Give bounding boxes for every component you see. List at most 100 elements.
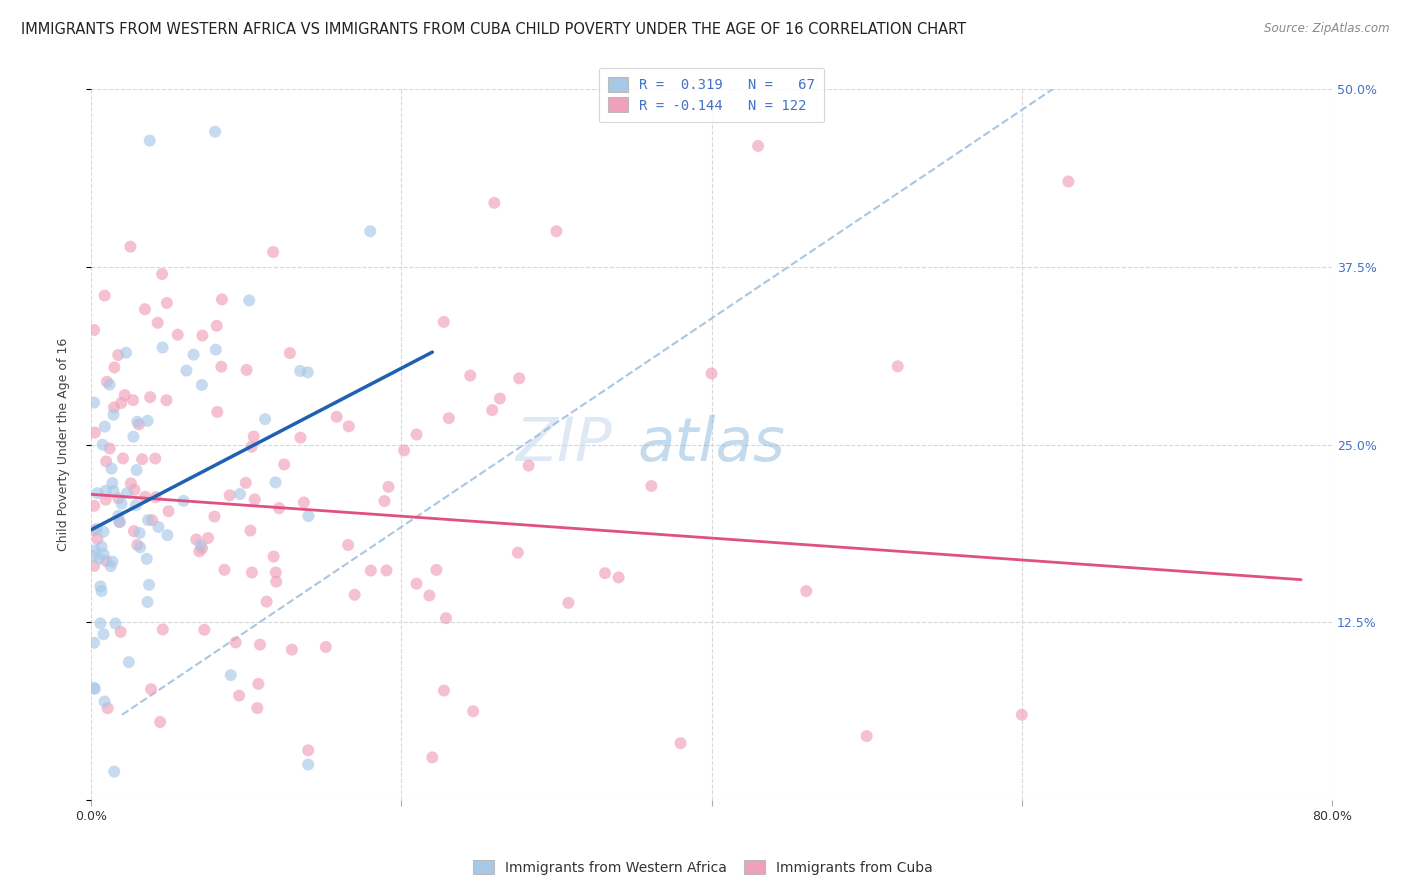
Point (405, 576, 427, 591)
Point (489, 392, 512, 406)
Point (747, 139, 769, 153)
Point (290, 431, 312, 445)
Point (191, 328, 214, 343)
Point (129, 541, 152, 555)
Point (131, 452, 153, 467)
Point (517, 458, 540, 473)
Point (83, 499, 105, 513)
Point (112, 451, 135, 466)
Point (264, 566, 287, 580)
Point (120, 239, 142, 253)
Point (315, 640, 337, 654)
Point (239, 524, 262, 538)
Point (118, 655, 141, 669)
Point (83, 523, 105, 537)
Point (794, 584, 817, 599)
Point (225, 635, 247, 649)
Point (86, 522, 108, 536)
Point (83, 323, 105, 337)
Point (343, 588, 366, 602)
Point (1011, 707, 1033, 722)
Point (124, 483, 146, 497)
Point (103, 401, 125, 415)
Point (219, 668, 242, 682)
Point (297, 365, 319, 379)
Point (228, 689, 250, 703)
Point (405, 427, 427, 442)
Point (90, 584, 112, 599)
Point (214, 563, 236, 577)
Point (83, 549, 105, 563)
Point (288, 364, 311, 378)
Point (107, 348, 129, 362)
Point (143, 451, 166, 466)
Point (84, 543, 107, 558)
Point (218, 488, 240, 502)
Point (262, 245, 284, 260)
Point (110, 396, 132, 410)
Point (191, 378, 214, 392)
Point (103, 408, 125, 422)
Point (238, 293, 260, 308)
Point (94, 492, 117, 507)
Point (325, 409, 347, 424)
Point (297, 757, 319, 772)
Point (433, 315, 456, 329)
Point (186, 533, 208, 547)
Point (211, 293, 233, 307)
Point (107, 491, 129, 506)
Point (375, 564, 398, 578)
Point (136, 414, 159, 428)
Y-axis label: Child Poverty Under the Age of 16: Child Poverty Under the Age of 16 (58, 338, 70, 551)
Point (83, 681, 105, 695)
Point (176, 363, 198, 377)
Point (1057, 174, 1080, 188)
Point (377, 480, 399, 494)
Point (463, 704, 485, 718)
Point (235, 475, 257, 490)
Point (103, 484, 125, 499)
Point (103, 360, 125, 375)
Point (149, 714, 172, 729)
Point (297, 509, 319, 524)
Point (114, 388, 136, 402)
Point (425, 563, 447, 577)
Point (83, 558, 105, 573)
Point (134, 490, 156, 504)
Point (107, 508, 129, 523)
Point (607, 570, 630, 584)
Point (96, 375, 118, 389)
Point (127, 415, 149, 429)
Point (97, 701, 120, 715)
Point (86, 532, 108, 546)
Point (94, 483, 117, 498)
Point (508, 371, 530, 385)
Point (669, 736, 692, 750)
Point (125, 498, 148, 512)
Point (166, 327, 188, 342)
Point (98, 442, 121, 456)
Point (434, 611, 457, 625)
Point (264, 475, 287, 490)
Point (437, 411, 460, 425)
Point (593, 566, 616, 581)
Point (640, 479, 662, 493)
Point (90, 540, 112, 554)
Point (134, 302, 156, 317)
Point (484, 195, 506, 210)
Point (359, 224, 381, 238)
Point (506, 545, 529, 559)
Point (120, 476, 142, 491)
Point (207, 405, 229, 419)
Point (93, 627, 115, 641)
Point (110, 497, 132, 511)
Point (93, 694, 115, 708)
Point (204, 125, 226, 139)
Point (136, 595, 159, 609)
Point (209, 359, 232, 374)
Point (101, 476, 124, 491)
Point (104, 616, 127, 631)
Text: ZIP: ZIP (516, 415, 612, 474)
Point (100, 461, 122, 475)
Legend: R =  0.319   N =   67, R = -0.144   N = 122: R = 0.319 N = 67, R = -0.144 N = 122 (599, 68, 824, 122)
